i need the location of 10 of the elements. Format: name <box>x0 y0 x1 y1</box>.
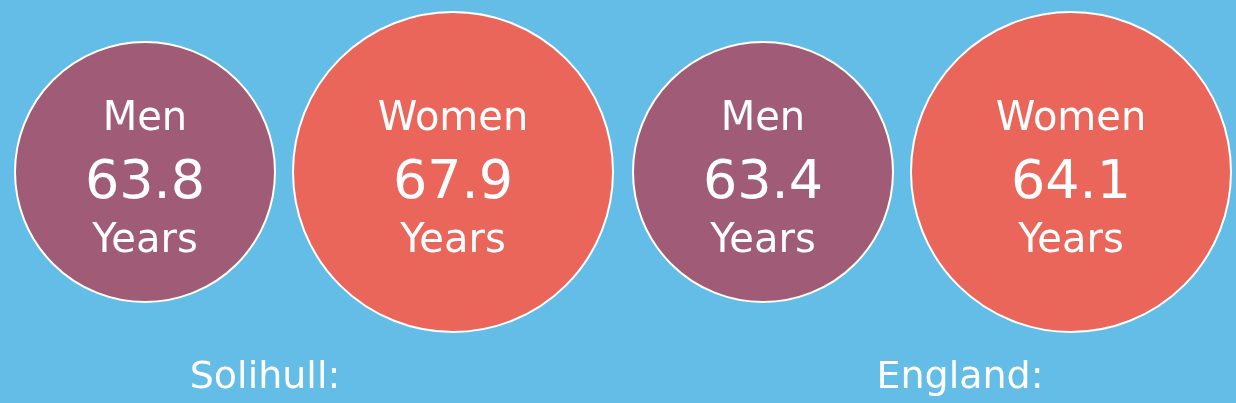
category-label: Men <box>720 93 806 139</box>
category-label: Men <box>102 93 188 139</box>
text: Solihull: <box>189 353 341 397</box>
data-label: 64.1 Years <box>1010 148 1132 261</box>
category-label: Women <box>995 93 1147 139</box>
data-label: 63.4 Years <box>702 148 824 261</box>
text: England: <box>876 353 1044 397</box>
category-label: Women <box>377 93 529 139</box>
data-label: 67.9 Years <box>392 148 514 261</box>
data-label: 63.8 Years <box>84 148 206 261</box>
